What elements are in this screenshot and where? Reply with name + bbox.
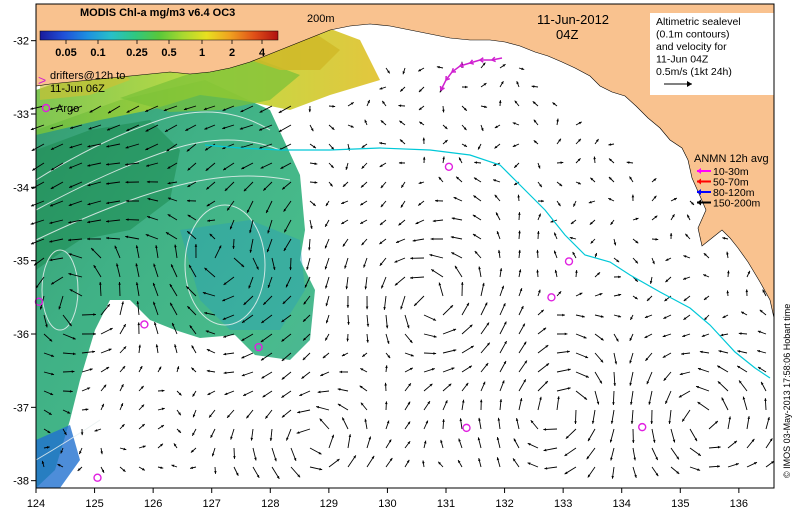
colorbar-tick-label: 4 — [259, 47, 266, 59]
isobath-label: 200m — [307, 13, 335, 25]
y-tick-label: -37 — [13, 402, 29, 414]
argo-float-marker — [564, 257, 574, 266]
argo-legend-label: Argo — [56, 103, 79, 115]
altimetry-legend-line: 0.5m/s (1kt 24h) — [656, 66, 732, 78]
y-tick-label: -33 — [13, 109, 29, 121]
drifter-chevron — [439, 85, 445, 92]
x-tick-label: 127 — [203, 498, 221, 510]
anmn-legend-label: 50-70m — [713, 177, 749, 189]
sealevel-contours — [35, 111, 291, 461]
argo-float-marker — [444, 162, 454, 172]
argo-floats — [34, 162, 647, 482]
colorbar-tick-label: 0.5 — [161, 47, 176, 59]
colorbar-tick-label: 0.25 — [126, 47, 147, 59]
credit-text: © IMOS 03-May-2013 17:58:06 Hobart time — [782, 304, 792, 478]
altimetry-legend-line: (0.1m contours) — [656, 29, 730, 41]
x-tick-label: 129 — [320, 498, 338, 510]
x-tick-label: 128 — [261, 498, 279, 510]
altimetry-legend-box — [650, 13, 774, 95]
x-tick-label: 126 — [144, 498, 162, 510]
drifter-legend-line1: drifters@12h to — [50, 70, 125, 82]
x-tick-label: 130 — [378, 498, 396, 510]
drifter-chevron — [445, 75, 451, 82]
drifter-legend-line2: 11-Jun 06Z — [50, 83, 105, 95]
colorbar-tick-label: 1 — [199, 47, 205, 59]
drifter-chevron — [458, 62, 465, 68]
colorbar-tick-label: 0.1 — [90, 47, 105, 59]
date-label: 11-Jun-2012 — [537, 12, 609, 27]
argo-float-marker — [140, 320, 149, 329]
colorbar-bar — [39, 30, 279, 41]
argo-float-marker — [638, 422, 647, 432]
drifter-track — [439, 56, 503, 92]
x-tick-label: 131 — [437, 498, 455, 510]
anmn-legend-label: 80-120m — [713, 187, 755, 199]
x-tick-label: 135 — [671, 498, 689, 510]
x-tick-label: 132 — [495, 498, 513, 510]
altimetry-legend-line: and velocity for — [656, 41, 727, 53]
time-label: 04Z — [556, 27, 578, 42]
y-tick-label: -38 — [13, 476, 29, 488]
anmn-legend-arrowhead — [697, 199, 701, 206]
colorbar-ticks: 0.05 0.1 0.25 0.5 1 2 4 — [55, 40, 266, 59]
drifter-path — [440, 57, 503, 91]
altimetry-legend-line: Altimetric sealevel — [656, 16, 741, 28]
colorbar-tick-label: 0.05 — [55, 47, 76, 59]
drifter-legend-symbol: > — [38, 72, 46, 88]
argo-float-marker — [547, 293, 556, 302]
drifter-chevron — [490, 56, 496, 63]
anmn-legend-arrowhead — [697, 189, 701, 195]
anmn-legend-label: 10-30m — [713, 166, 749, 178]
argo-float-marker — [34, 297, 44, 306]
x-axis-ticks: 124 125 126 127 128 129 130 131 132 133 134 135 136 — [27, 488, 748, 510]
drifter-chevron — [478, 57, 484, 63]
x-tick-label: 134 — [613, 498, 631, 510]
argo-float-marker — [462, 423, 471, 433]
anmn-legend-title: ANMN 12h avg — [694, 153, 769, 165]
argo-float-marker — [254, 343, 263, 352]
argo-float-marker — [93, 473, 102, 482]
colorbar-tick-label: 2 — [229, 47, 235, 59]
velocity-vector-field — [30, 61, 775, 480]
x-tick-label: 133 — [554, 498, 572, 510]
y-tick-label: -32 — [13, 36, 29, 48]
anmn-legend-arrowhead — [697, 178, 701, 185]
colorbar-title: MODIS Chl-a mg/m3 v6.4 OC3 — [80, 7, 235, 19]
argo-legend-symbol — [41, 103, 51, 113]
y-axis-ticks: -32 -33 -34 -35 -36 -37 -38 — [13, 36, 36, 488]
anmn-legend-arrowhead — [697, 168, 701, 174]
x-tick-label: 124 — [27, 498, 45, 510]
colorbar: MODIS Chl-a mg/m3 v6.4 OC3 0.05 0.1 0.25 0.… — [39, 7, 279, 59]
drifter-chevron — [450, 67, 457, 73]
altimetry-legend: Altimetric sealevel(0.1m contours)and ve… — [656, 16, 741, 78]
y-tick-label: -34 — [13, 182, 29, 194]
velocity-scale-arrowhead — [687, 81, 692, 87]
isobath-200m — [204, 144, 771, 379]
drifter-chevron — [468, 59, 475, 65]
x-tick-label: 125 — [85, 498, 103, 510]
y-tick-label: -36 — [13, 329, 29, 341]
altimetry-legend-line: 11-Jun 04Z — [656, 54, 709, 66]
x-tick-label: 136 — [730, 498, 748, 510]
map-frame — [35, 3, 775, 489]
y-tick-label: -35 — [13, 256, 29, 268]
anmn-legend-label: 150-200m — [713, 198, 761, 210]
